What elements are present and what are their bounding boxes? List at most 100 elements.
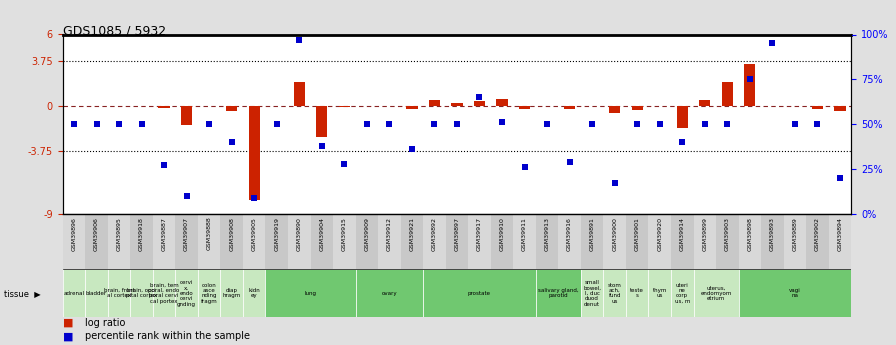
Text: thym
us: thym us: [652, 288, 667, 298]
Text: GSM39910: GSM39910: [499, 217, 504, 250]
Bar: [745, 65, 755, 106]
Text: GSM39906: GSM39906: [94, 217, 99, 250]
Bar: [603, 269, 626, 317]
Text: GSM39913: GSM39913: [545, 217, 549, 251]
Bar: [220, 214, 243, 269]
Bar: [812, 106, 823, 109]
Bar: [423, 269, 536, 317]
Bar: [699, 100, 711, 106]
Text: GSM39921: GSM39921: [409, 217, 415, 251]
Bar: [609, 106, 620, 113]
Text: ovary: ovary: [382, 291, 397, 296]
Bar: [519, 106, 530, 109]
Bar: [829, 214, 851, 269]
Text: GSM39903: GSM39903: [725, 217, 730, 251]
Bar: [85, 269, 108, 317]
Text: GDS1085 / 5932: GDS1085 / 5932: [63, 24, 166, 37]
Bar: [243, 269, 265, 317]
Text: colon
asce
nding
fragm: colon asce nding fragm: [201, 283, 218, 304]
Text: GSM39889: GSM39889: [792, 217, 797, 250]
Bar: [159, 106, 169, 108]
Bar: [603, 214, 626, 269]
Bar: [738, 214, 761, 269]
Text: adrenal: adrenal: [64, 291, 84, 296]
Text: GSM39914: GSM39914: [680, 217, 685, 251]
Text: small
bowel,
l, duc
duod
denut: small bowel, l, duc duod denut: [583, 280, 601, 307]
Text: GSM39919: GSM39919: [274, 217, 280, 251]
Bar: [676, 106, 688, 128]
Text: GSM39891: GSM39891: [590, 217, 595, 250]
Bar: [671, 269, 694, 317]
Bar: [130, 214, 153, 269]
Text: percentile rank within the sample: percentile rank within the sample: [85, 332, 250, 341]
Bar: [311, 214, 333, 269]
Text: GSM39893: GSM39893: [770, 217, 775, 251]
Bar: [63, 214, 85, 269]
Bar: [784, 214, 806, 269]
Bar: [671, 214, 694, 269]
Bar: [243, 214, 265, 269]
Bar: [63, 269, 85, 317]
Bar: [176, 269, 198, 317]
Bar: [536, 269, 581, 317]
Bar: [649, 269, 671, 317]
Text: GSM39920: GSM39920: [657, 217, 662, 251]
Bar: [536, 214, 558, 269]
Text: lung: lung: [305, 291, 316, 296]
Bar: [761, 214, 784, 269]
Text: GSM39890: GSM39890: [297, 217, 302, 250]
Bar: [738, 269, 851, 317]
Bar: [176, 214, 198, 269]
Text: GSM39918: GSM39918: [139, 217, 144, 250]
Bar: [130, 269, 153, 317]
Bar: [694, 269, 738, 317]
Bar: [474, 101, 485, 106]
Bar: [85, 214, 108, 269]
Bar: [834, 106, 846, 111]
Bar: [445, 214, 469, 269]
Bar: [153, 269, 176, 317]
Bar: [716, 214, 738, 269]
Bar: [356, 269, 423, 317]
Text: GSM39895: GSM39895: [116, 217, 122, 250]
Text: teste
s: teste s: [630, 288, 644, 298]
Text: GSM39916: GSM39916: [567, 217, 573, 250]
Bar: [339, 106, 350, 107]
Text: brain, front
al cortex: brain, front al cortex: [104, 288, 134, 298]
Text: log ratio: log ratio: [85, 318, 125, 327]
Bar: [108, 214, 130, 269]
Text: ■: ■: [63, 318, 73, 327]
Text: GSM39917: GSM39917: [477, 217, 482, 251]
Text: diap
hragm: diap hragm: [222, 288, 241, 298]
Bar: [265, 269, 356, 317]
Text: salivary gland,
parotid: salivary gland, parotid: [538, 288, 579, 298]
Text: vagi
na: vagi na: [789, 288, 801, 298]
Text: GSM39905: GSM39905: [252, 217, 257, 250]
Bar: [423, 214, 445, 269]
Text: GSM39892: GSM39892: [432, 217, 437, 251]
Text: GSM39911: GSM39911: [522, 217, 527, 250]
Bar: [558, 214, 581, 269]
Bar: [288, 214, 311, 269]
Text: kidn
ey: kidn ey: [248, 288, 260, 298]
Bar: [491, 214, 513, 269]
Bar: [564, 106, 575, 109]
Bar: [626, 269, 649, 317]
Text: bladder: bladder: [86, 291, 108, 296]
Text: brain, tem
poral, endo
poral cervi
cal portex: brain, tem poral, endo poral cervi cal p…: [149, 283, 180, 304]
Bar: [626, 214, 649, 269]
Text: GSM39915: GSM39915: [341, 217, 347, 250]
Bar: [581, 269, 603, 317]
Bar: [294, 82, 305, 106]
Bar: [153, 214, 176, 269]
Text: GSM39908: GSM39908: [229, 217, 234, 250]
Bar: [265, 214, 288, 269]
Text: GSM39909: GSM39909: [365, 217, 369, 251]
Text: GSM39900: GSM39900: [612, 217, 617, 250]
Bar: [333, 214, 356, 269]
Bar: [452, 103, 462, 106]
Text: GSM39888: GSM39888: [207, 217, 211, 250]
Text: GSM39894: GSM39894: [838, 217, 842, 251]
Bar: [108, 269, 130, 317]
Text: GSM39887: GSM39887: [161, 217, 167, 250]
